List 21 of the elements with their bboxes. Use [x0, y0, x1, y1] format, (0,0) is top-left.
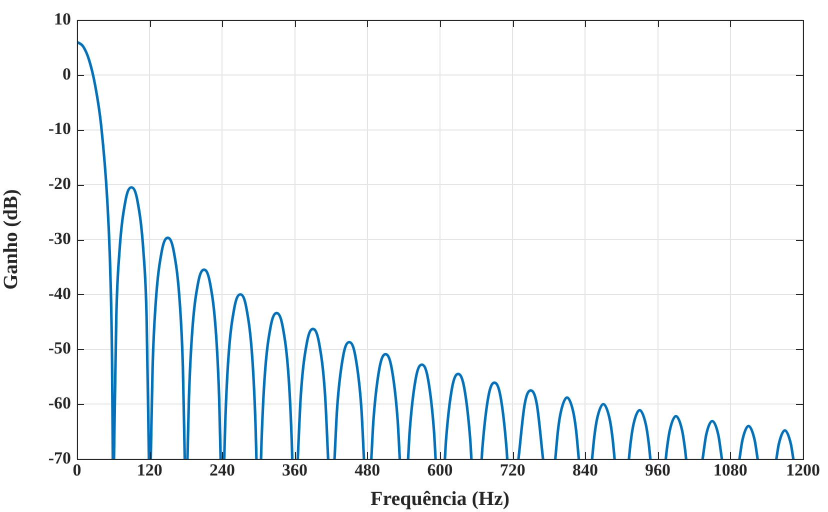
- y-tick-label: 0: [62, 64, 71, 84]
- x-axis-title: Frequência (Hz): [370, 488, 510, 510]
- x-tick-label: 240: [209, 460, 235, 480]
- y-tick-label: -20: [48, 174, 71, 194]
- x-tick-label: 120: [136, 460, 162, 480]
- y-tick-label: -30: [48, 228, 71, 248]
- y-tick-label: -70: [48, 448, 71, 468]
- y-tick-label: -10: [48, 119, 71, 138]
- y-axis-title: Ganho (dB): [0, 189, 22, 290]
- y-tick-label: -50: [48, 338, 71, 358]
- x-tick-label: 360: [282, 460, 308, 480]
- x-tick-label: 840: [572, 460, 598, 480]
- y-tick-label: -60: [48, 394, 71, 413]
- y-tick-label: 10: [54, 9, 71, 28]
- x-tick-label: 1200: [786, 460, 820, 480]
- y-tick-label: -40: [48, 284, 71, 303]
- x-tick-label: 1080: [713, 460, 748, 480]
- x-tick-label: 600: [427, 460, 453, 480]
- x-tick-label: 480: [354, 460, 380, 480]
- x-tick-label: 960: [645, 460, 671, 480]
- x-tick-label: 720: [500, 460, 526, 480]
